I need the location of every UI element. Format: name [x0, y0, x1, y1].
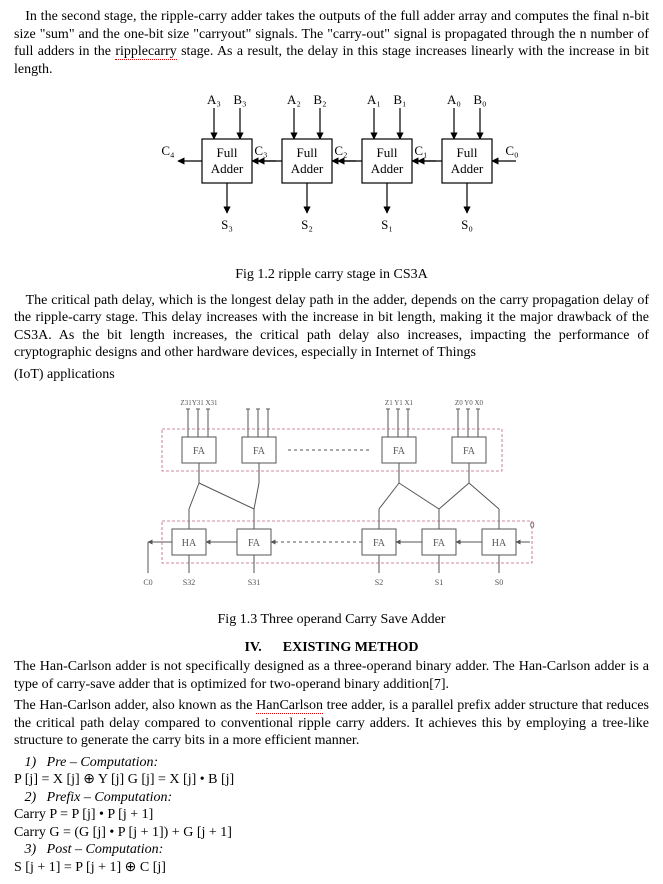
para-critical-path: The critical path delay, which is the lo… — [14, 292, 649, 362]
para-stage2: In the second stage, the ripple-carry ad… — [14, 8, 649, 78]
svg-text:C₃: C₃ — [254, 143, 267, 158]
section-heading: IV. EXISTING METHOD — [14, 639, 649, 657]
step-3-eq: S [j + 1] = P [j + 1] ⊕ C [j] — [14, 859, 649, 877]
svg-text:FA: FA — [462, 446, 475, 457]
svg-text:C₂: C₂ — [334, 143, 347, 158]
svg-text:Full: Full — [376, 145, 397, 160]
svg-text:S32: S32 — [182, 578, 194, 587]
figure-1-3: FA Z31Y31 X31 FA FA Z1 Y1 X1 FA Z0 Y0 X0 HA FA FA… — [14, 389, 649, 629]
misspelled-word: HanCarlson — [256, 698, 323, 714]
fig13-svg: FA Z31Y31 X31 FA FA Z1 Y1 X1 FA Z0 Y0 X0 HA FA FA… — [122, 389, 542, 609]
step-label: Prefix – Computation: — [47, 790, 172, 805]
svg-text:B₃: B₃ — [233, 92, 246, 107]
step-1-eq: P [j] = X [j] ⊕ Y [j] G [j] = X [j] • B … — [14, 771, 649, 789]
svg-text:Full: Full — [456, 145, 477, 160]
step-3: 3) Post – Computation: — [14, 841, 649, 859]
svg-text:C₁: C₁ — [414, 143, 427, 158]
svg-text:Z0 Y0 X0: Z0 Y0 X0 — [454, 399, 483, 407]
svg-text:S2: S2 — [374, 578, 382, 587]
fig12-svg: FullAdderA₃B₃S₃FullAdderA₂B₂S₂FullAdderA… — [132, 84, 532, 264]
svg-text:S31: S31 — [247, 578, 259, 587]
step-num: 2) — [25, 790, 37, 805]
svg-text:HA: HA — [181, 538, 196, 549]
svg-text:C₄: C₄ — [161, 143, 175, 158]
svg-text:S₃: S₃ — [221, 217, 233, 232]
svg-text:Full: Full — [216, 145, 237, 160]
para-iot-tail: (IoT) applications — [14, 366, 649, 384]
svg-text:C₀: C₀ — [505, 143, 518, 158]
section-title: EXISTING METHOD — [283, 640, 419, 655]
svg-text:HA: HA — [491, 538, 506, 549]
step-2-eq1: Carry P = P [j] • P [j + 1] — [14, 806, 649, 824]
svg-text:FA: FA — [432, 538, 445, 549]
svg-text:A₂: A₂ — [287, 92, 301, 107]
svg-text:Z1 Y1 X1: Z1 Y1 X1 — [384, 399, 413, 407]
svg-text:S₁: S₁ — [381, 217, 393, 232]
svg-text:Z31Y31 X31: Z31Y31 X31 — [180, 399, 218, 407]
section-num: IV. — [244, 640, 261, 655]
step-2-eq2: Carry G = (G [j] • P [j + 1]) + G [j + 1… — [14, 824, 649, 842]
svg-text:B₂: B₂ — [313, 92, 326, 107]
svg-text:FA: FA — [192, 446, 205, 457]
step-2: 2) Prefix – Computation: — [14, 789, 649, 807]
svg-text:Adder: Adder — [370, 161, 403, 176]
svg-text:B₁: B₁ — [393, 92, 406, 107]
svg-text:S₂: S₂ — [301, 217, 313, 232]
figure-1-2: FullAdderA₃B₃S₃FullAdderA₂B₂S₂FullAdderA… — [14, 84, 649, 284]
svg-text:S1: S1 — [434, 578, 442, 587]
para-hancarlson-intro: The Han-Carlson adder is not specificall… — [14, 658, 649, 693]
svg-text:Adder: Adder — [210, 161, 243, 176]
step-1: 1) Pre – Computation: — [14, 754, 649, 772]
fig13-caption: Fig 1.3 Three operand Carry Save Adder — [14, 611, 649, 629]
svg-text:Adder: Adder — [290, 161, 323, 176]
svg-text:A₀: A₀ — [447, 92, 461, 107]
svg-text:A₁: A₁ — [367, 92, 381, 107]
svg-text:A₃: A₃ — [207, 92, 221, 107]
svg-text:FA: FA — [392, 446, 405, 457]
misspelled-word: ripplecarry — [115, 44, 176, 60]
svg-text:S₀: S₀ — [461, 217, 473, 232]
para-text: The critical path delay, which is the lo… — [14, 293, 649, 361]
svg-text:FA: FA — [247, 538, 260, 549]
svg-text:B₀: B₀ — [473, 92, 486, 107]
para-text: The Han-Carlson adder, also known as the — [14, 698, 256, 713]
svg-text:0: 0 — [530, 520, 535, 530]
step-num: 3) — [25, 842, 37, 857]
svg-text:FA: FA — [252, 446, 265, 457]
para-hancarlson-desc: The Han-Carlson adder, also known as the… — [14, 697, 649, 750]
svg-text:C0: C0 — [143, 578, 152, 587]
svg-text:S0: S0 — [494, 578, 502, 587]
step-label: Post – Computation: — [47, 842, 164, 857]
svg-text:Adder: Adder — [450, 161, 483, 176]
fig12-caption: Fig 1.2 ripple carry stage in CS3A — [14, 266, 649, 284]
svg-text:FA: FA — [372, 538, 385, 549]
svg-text:Full: Full — [296, 145, 317, 160]
